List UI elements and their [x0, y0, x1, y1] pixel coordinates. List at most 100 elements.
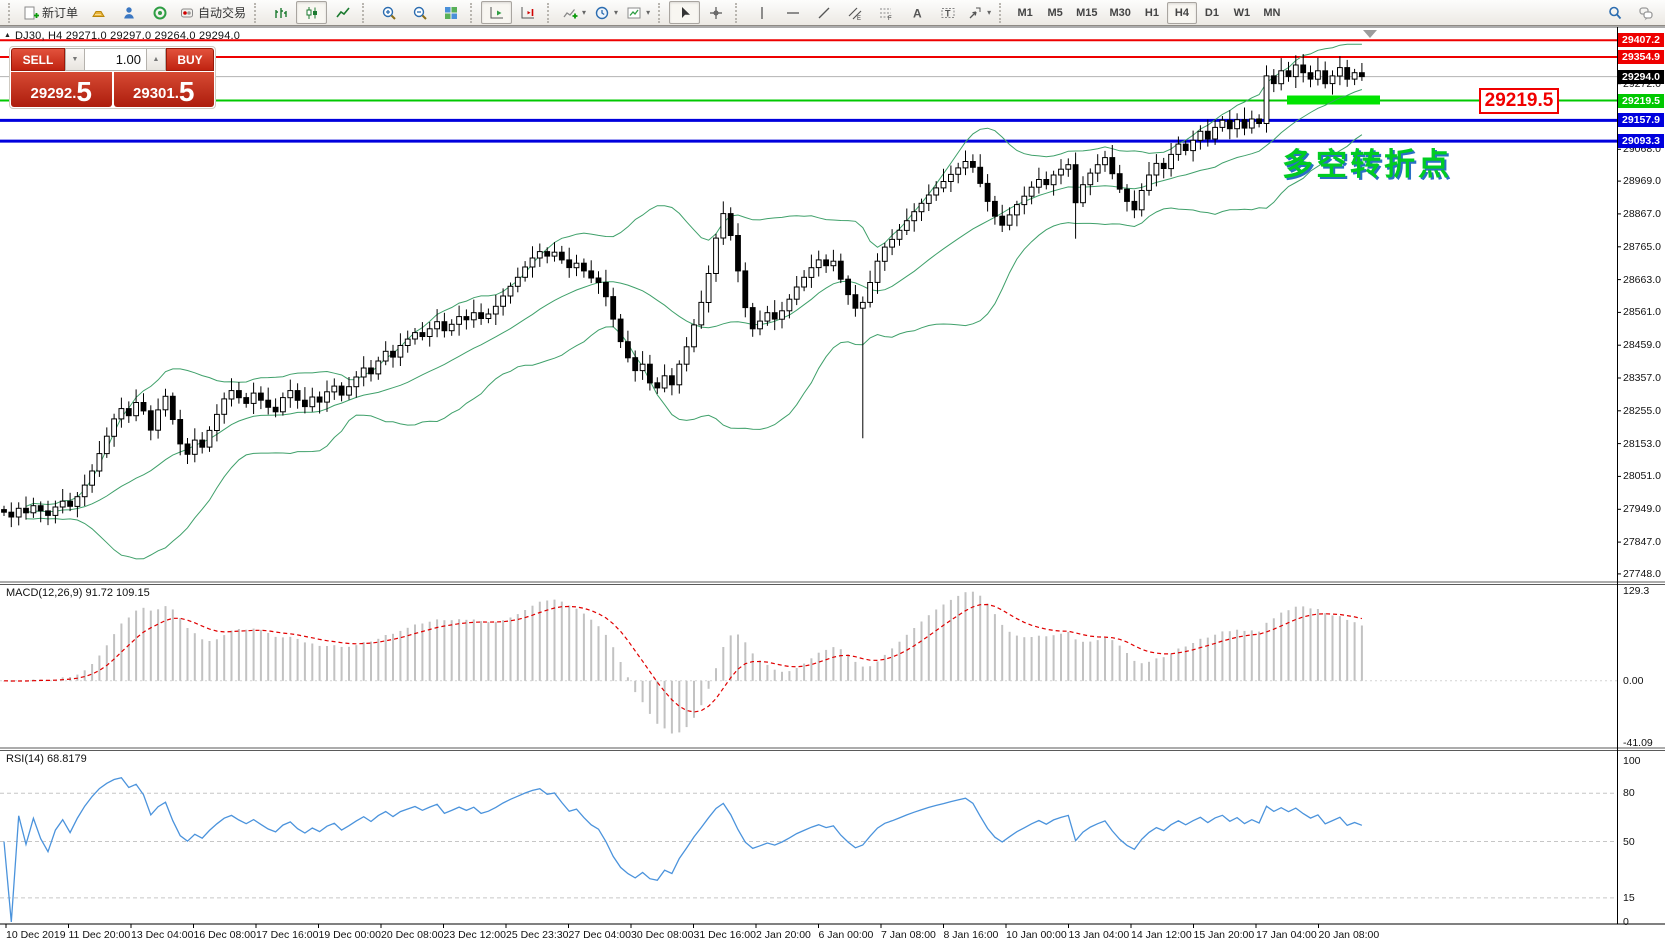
indicators-button[interactable]: ▾ — [558, 1, 590, 24]
dropdown-icon: ▾ — [582, 8, 587, 17]
horizontal-line-icon — [786, 11, 799, 14]
vertical-line-button[interactable] — [746, 1, 777, 24]
volume-input[interactable]: 1.00 — [85, 48, 146, 71]
rsi-axis-tick: 100 — [1623, 755, 1641, 767]
ohlc-expand-icon[interactable]: ▲ — [4, 32, 11, 39]
line-chart-icon — [335, 6, 350, 17]
fibonacci-button[interactable]: F — [870, 1, 901, 24]
toolbar-grip[interactable] — [999, 2, 1006, 23]
time-axis-label: 20 Jan 08:00 — [1318, 929, 1380, 941]
sell-button[interactable]: SELL — [11, 48, 65, 71]
new-order-button[interactable]: 新订单 — [19, 1, 82, 24]
signals-button[interactable] — [144, 1, 175, 24]
volume-decrease-button[interactable]: ▼ — [65, 48, 85, 71]
zoom-in-button[interactable] — [373, 1, 404, 24]
price-axis-tick: 28867.0 — [1623, 207, 1661, 220]
price-axis-tick: 28255.0 — [1623, 404, 1661, 417]
toolbar-grip[interactable] — [547, 2, 554, 23]
fibonacci-icon: F — [879, 8, 892, 21]
buy-button[interactable]: BUY — [166, 48, 214, 71]
time-axis-label: 10 Jan 00:00 — [1006, 929, 1067, 941]
buy-price-big-digit: 5 — [178, 76, 195, 107]
sell-price-display[interactable]: 29292. 5 — [11, 72, 112, 107]
time-axis-label: 11 Dec 20:00 — [68, 929, 131, 941]
autotrading-label: 自动交易 — [198, 6, 247, 20]
price-callout-box[interactable]: 29219.5 — [1479, 88, 1559, 114]
text-icon: A — [913, 6, 922, 20]
timeframe-m15-button[interactable]: M15 — [1076, 6, 1098, 19]
line-chart-button[interactable] — [327, 1, 358, 24]
chat-button[interactable] — [1630, 1, 1661, 24]
auto-scroll-button[interactable] — [481, 1, 513, 24]
price-axis-tick: 28357.0 — [1623, 372, 1661, 384]
price-line-badge: 29157.9 — [1618, 113, 1664, 128]
toolbar-grip[interactable] — [470, 2, 477, 23]
volume-increase-button[interactable]: ▲ — [146, 48, 166, 71]
rsi-axis-tick: 50 — [1623, 835, 1635, 848]
time-axis-label: 20 Dec 08:00 — [381, 929, 444, 941]
price-line-badge: 29354.9 — [1618, 49, 1664, 64]
rsi-indicator-label: RSI(14) 68.8179 — [6, 753, 87, 765]
macd-indicator-label: MACD(12,26,9) 91.72 109.15 — [6, 587, 150, 599]
auto-scroll-icon — [490, 6, 503, 18]
toolbar-grip[interactable] — [735, 2, 742, 23]
text-label-icon: T — [941, 7, 955, 18]
time-axis-label: 25 Dec 23:30 — [506, 929, 569, 941]
community-button[interactable] — [113, 1, 144, 24]
new-order-label: 新订单 — [42, 6, 79, 20]
timeframe-d1-button[interactable]: D1 — [1204, 6, 1219, 19]
search-button[interactable] — [1599, 1, 1630, 24]
label-button[interactable]: T — [932, 1, 963, 24]
bar-chart-button[interactable] — [265, 1, 296, 24]
time-axis-label: 31 Dec 16:00 — [693, 929, 756, 941]
trendline-icon — [818, 7, 830, 18]
macd-axis-max: 129.3 — [1623, 585, 1650, 597]
timeframe-h4-button[interactable]: H4 — [1166, 1, 1197, 24]
timeframe-h1-button[interactable]: H1 — [1144, 6, 1159, 19]
cursor-icon — [681, 6, 690, 18]
autotrading-button[interactable]: 自动交易 — [175, 1, 250, 24]
chart-shift-button[interactable] — [512, 1, 543, 24]
spinner-up-icon: ▲ — [152, 56, 160, 63]
time-axis-label: 15 Jan 20:00 — [1193, 929, 1255, 941]
crosshair-button[interactable] — [700, 1, 731, 24]
timeframe-mn-button[interactable]: MN — [1263, 6, 1281, 19]
spinner-down-icon: ▼ — [71, 56, 79, 63]
equidistant-channel-icon: E — [848, 7, 862, 21]
timeframe-toolbar: M1 M5 M15 M30 H1 H4 D1 W1 MN — [1010, 1, 1287, 24]
price-line-badge: 29219.5 — [1618, 93, 1664, 108]
timeframe-m1-button[interactable]: M1 — [1017, 6, 1033, 19]
gold-ingot-icon — [91, 10, 105, 17]
timeframe-m30-button[interactable]: M30 — [1109, 6, 1131, 19]
tile-windows-button[interactable] — [435, 1, 466, 24]
templates-button[interactable]: ▾ — [622, 1, 654, 24]
price-line-badge: 29093.3 — [1618, 134, 1664, 149]
new-order-icon — [24, 6, 39, 19]
timeframe-w1-button[interactable]: W1 — [1233, 6, 1251, 19]
symbol-ohlc-info: DJ30, H4 29271.0 29297.0 29264.0 29294.0 — [15, 30, 241, 42]
buy-price-display[interactable]: 29301. 5 — [113, 72, 214, 107]
zoom-out-button[interactable] — [404, 1, 435, 24]
horizontal-line-button[interactable] — [777, 1, 808, 24]
one-click-trading-panel: SELL ▼ 1.00 ▲ BUY 29292. 5 29301. 5 — [9, 46, 216, 109]
trendline-button[interactable] — [808, 1, 839, 24]
time-axis-label: 30 Dec 08:00 — [631, 929, 694, 941]
tile-windows-icon — [444, 6, 457, 19]
arrows-button[interactable]: ▾ — [963, 1, 995, 24]
zoom-out-icon — [413, 6, 427, 20]
candlestick-chart-button[interactable] — [296, 1, 328, 24]
cursor-button[interactable] — [669, 1, 701, 24]
toolbar-grip[interactable] — [8, 2, 15, 23]
bar-chart-icon — [274, 7, 287, 18]
toolbar-grip[interactable] — [254, 2, 261, 23]
timeframe-m5-button[interactable]: M5 — [1047, 6, 1063, 19]
text-button[interactable]: A — [901, 1, 932, 24]
channel-button[interactable]: E — [839, 1, 870, 24]
toolbar-grip[interactable] — [362, 2, 369, 23]
gold-button[interactable] — [82, 1, 113, 24]
toolbar-grip[interactable] — [658, 2, 665, 23]
periods-button[interactable]: ▾ — [590, 1, 622, 24]
time-axis-label: 14 Jan 12:00 — [1131, 929, 1192, 941]
